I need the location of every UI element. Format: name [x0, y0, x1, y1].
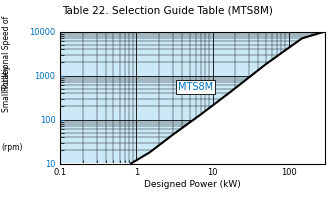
X-axis label: Designed Power (kW): Designed Power (kW) [144, 180, 241, 189]
Text: (rpm): (rpm) [2, 143, 23, 152]
Text: MTS8M: MTS8M [178, 82, 213, 92]
Text: Rotational Speed of: Rotational Speed of [2, 16, 11, 91]
Text: Table 22. Selection Guide Table (MTS8M): Table 22. Selection Guide Table (MTS8M) [62, 6, 273, 16]
Text: Small Pulley: Small Pulley [2, 65, 11, 112]
